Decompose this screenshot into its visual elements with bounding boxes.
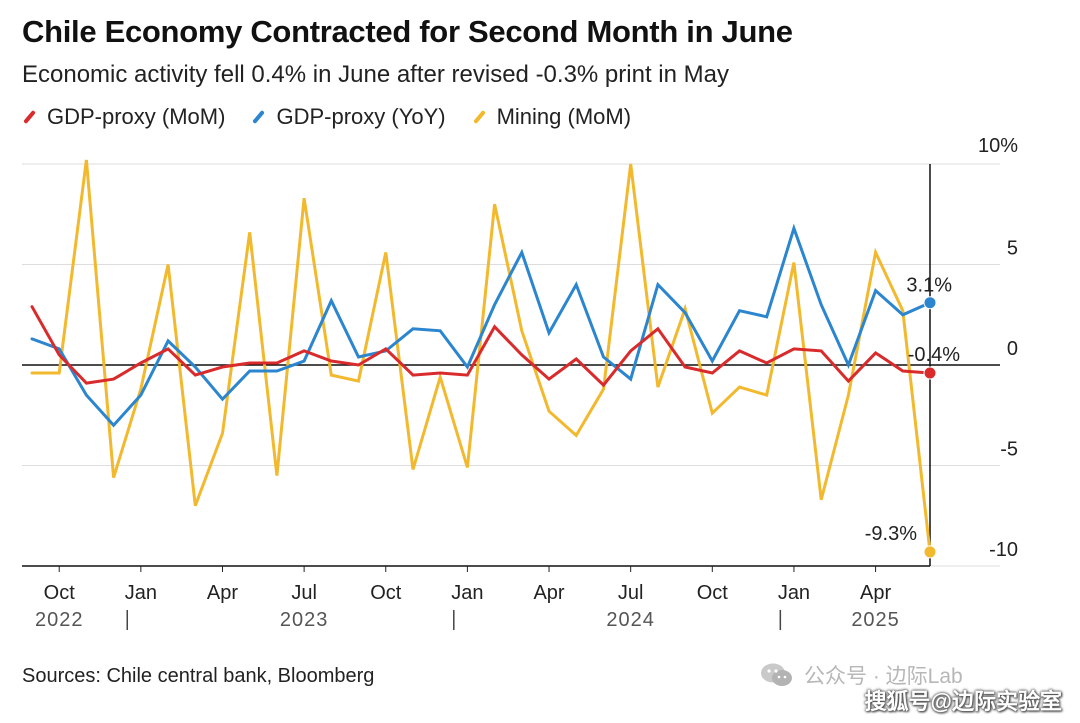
y-tick-label: 0 bbox=[1007, 338, 1018, 360]
legend-item-mining-mom: Mining (MoM) bbox=[472, 104, 631, 130]
legend: GDP-proxy (MoM) GDP-proxy (YoY) Mining (… bbox=[22, 104, 657, 130]
watermark-handle: 搜狐号@边际实验室 bbox=[864, 689, 1062, 714]
legend-item-gdp-yoy: GDP-proxy (YoY) bbox=[251, 104, 446, 130]
x-tick-label: Apr bbox=[533, 582, 564, 604]
x-tick-label: Jul bbox=[291, 582, 317, 604]
x-tick-label: Jan bbox=[451, 582, 483, 604]
watermark-text: 公众号 · 边际Lab bbox=[804, 665, 963, 688]
data-point-mining-mom bbox=[923, 545, 937, 559]
chart-title: Chile Economy Contracted for Second Mont… bbox=[22, 14, 793, 49]
x-tick-label: Jul bbox=[618, 582, 644, 604]
x-tick-label: Jan bbox=[125, 582, 157, 604]
annotation-label: 3.1% bbox=[906, 275, 952, 297]
x-tick-label: Oct bbox=[697, 582, 729, 604]
year-label: 2022 bbox=[35, 609, 84, 631]
x-tick-label: Apr bbox=[860, 582, 891, 604]
year-label: 2025 bbox=[851, 609, 900, 631]
year-label: 2024 bbox=[606, 609, 655, 631]
y-tick-label: -10 bbox=[989, 539, 1018, 561]
source-note: Sources: Chile central bank, Bloomberg bbox=[22, 665, 375, 687]
chart-subtitle: Economic activity fell 0.4% in June afte… bbox=[22, 61, 729, 88]
wechat-icon bbox=[761, 663, 792, 686]
annotation-label: -0.4% bbox=[908, 344, 960, 366]
y-tick-label: 5 bbox=[1007, 238, 1018, 260]
watermark: 公众号 · 边际Lab bbox=[760, 660, 963, 690]
legend-label-gdp-mom: GDP-proxy (MoM) bbox=[47, 104, 226, 129]
year-label: 2023 bbox=[280, 609, 329, 631]
annotation-label: -9.3% bbox=[865, 523, 917, 545]
y-tick-label: -5 bbox=[1000, 439, 1018, 461]
x-tick-label: Apr bbox=[207, 582, 238, 604]
series-line-gdp-yoy bbox=[30, 223, 932, 428]
data-point-gdp-mom bbox=[923, 366, 937, 380]
data-point-gdp-yoy bbox=[923, 296, 937, 310]
legend-label-gdp-yoy: GDP-proxy (YoY) bbox=[276, 104, 446, 129]
x-tick-label: Oct bbox=[370, 582, 402, 604]
x-tick-label: Jan bbox=[778, 582, 810, 604]
legend-item-gdp-mom: GDP-proxy (MoM) bbox=[22, 104, 225, 130]
series-line-gdp-mom bbox=[30, 305, 932, 388]
y-tick-label: 10% bbox=[978, 135, 1018, 157]
legend-label-mining-mom: Mining (MoM) bbox=[496, 104, 632, 129]
x-tick-label: Oct bbox=[44, 582, 76, 604]
series-line-mining-mom bbox=[30, 159, 932, 554]
line-chart: 10% 5 0 -5 -10 Oct Jan Apr Jul Oct Jan Apr Jul Oct Jan… bbox=[22, 135, 1018, 631]
